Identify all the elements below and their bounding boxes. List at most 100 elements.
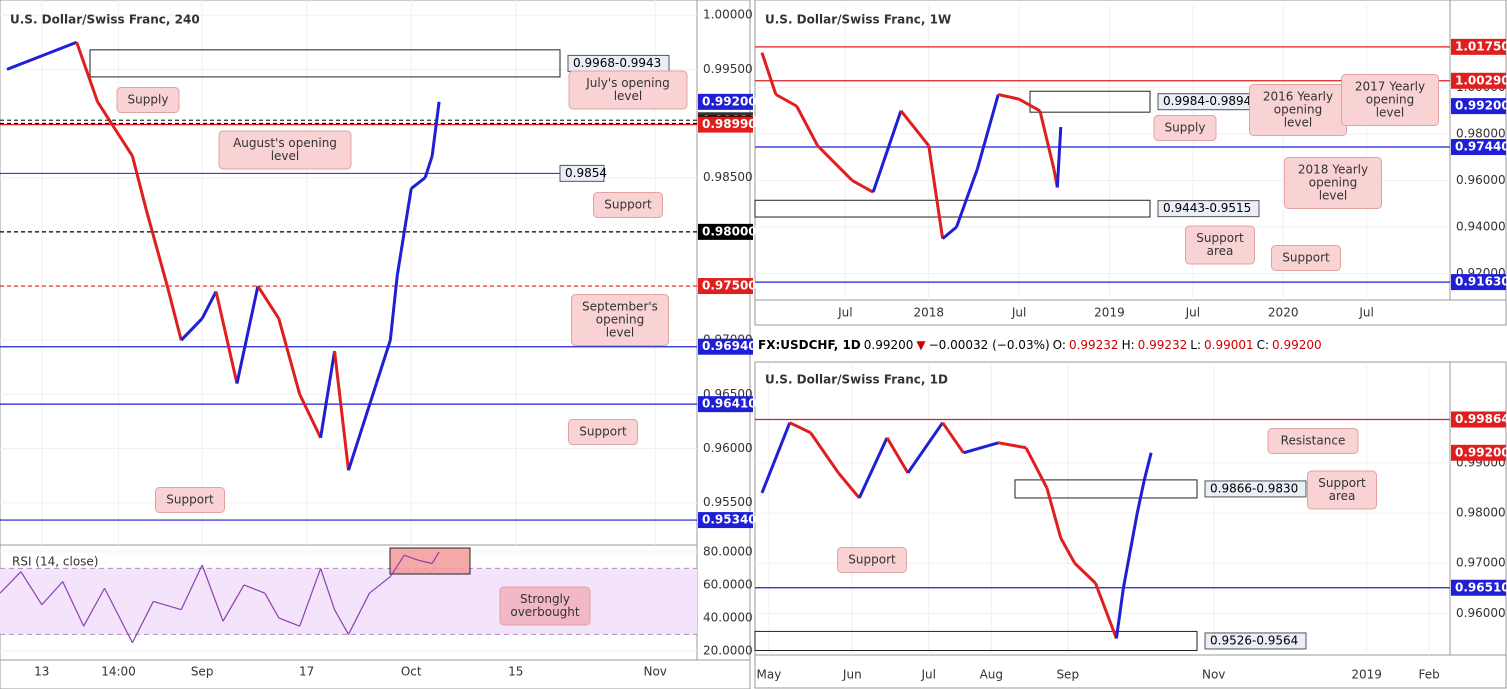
candle-segment: [214, 291, 239, 384]
x-tick-label: Jul: [1011, 306, 1026, 320]
annotation-box: [155, 487, 225, 513]
x-tick-label: 2019: [1094, 306, 1125, 320]
chart-title: RSI (14, close): [12, 555, 98, 569]
candle-segment: [130, 155, 148, 211]
header-part: ▼: [916, 338, 926, 352]
candle-segment: [1135, 480, 1146, 514]
zone-tag: [1204, 480, 1307, 498]
header-part: L:: [1190, 338, 1201, 352]
x-tick-label: 14:00: [101, 665, 136, 679]
candle-segment: [180, 317, 204, 342]
price-tag: [1451, 579, 1506, 596]
annotation-text: Support: [1318, 476, 1366, 490]
candle-segment: [423, 155, 434, 179]
annotation-box: [568, 70, 688, 110]
annotation-text: September's: [582, 300, 658, 314]
rsi-line: [320, 568, 336, 610]
candle-segment: [816, 144, 854, 182]
candle-segment: [1045, 487, 1063, 539]
x-tick-label: 15: [508, 665, 523, 679]
x-tick-label: Jul: [1185, 306, 1200, 320]
price-tag: [1451, 139, 1506, 156]
zone-label: 0.9526-0.9564: [1210, 633, 1298, 647]
x-tick-label: Nov: [643, 665, 666, 679]
price-tag-label: 0.99200: [1455, 445, 1507, 459]
price-tag-label: 1.00290: [1455, 73, 1507, 87]
level-tag: [559, 164, 605, 182]
annotation-text: 2018 Yearly: [1298, 163, 1368, 177]
rsi-line: [418, 559, 433, 565]
candle-segment: [906, 421, 944, 474]
annotation-text: level: [271, 149, 300, 163]
candle-segment: [361, 383, 378, 428]
zone-tag: [1204, 632, 1307, 650]
rsi-line: [389, 554, 405, 578]
candle-segment: [1121, 512, 1139, 589]
candle-segment: [256, 285, 281, 320]
price-tag: [698, 223, 753, 240]
zone-label: 0.9443-0.9515: [1163, 201, 1251, 215]
annotation-text: Supply: [1165, 121, 1206, 135]
annotation-text: level: [1319, 189, 1348, 203]
candle-segment: [388, 275, 399, 341]
price-tag-label: 0.99200: [1455, 99, 1507, 113]
price-tag: [1451, 98, 1506, 115]
chart-title: U.S. Dollar/Swiss Franc, 1D: [765, 373, 948, 387]
header-part: C:: [1256, 338, 1270, 352]
price-tag: [698, 93, 753, 110]
level-label: 0.9854: [565, 166, 607, 180]
rsi-line: [201, 564, 224, 622]
x-tick-label: Feb: [1419, 668, 1440, 682]
candle-segment: [997, 93, 1020, 101]
candle-segment: [333, 350, 350, 471]
candle-segment: [809, 431, 840, 474]
rsi-line: [0, 571, 22, 594]
rsi-line: [180, 564, 203, 610]
annotation-box: [218, 130, 352, 170]
annotation-text: opening: [596, 313, 645, 327]
rsi-line: [222, 584, 245, 622]
annotation-text: Supply: [128, 93, 169, 107]
chart-title: U.S. Dollar/Swiss Franc, 240: [10, 13, 200, 27]
annotation-text: opening: [1366, 93, 1415, 107]
rsi-line: [243, 584, 266, 594]
annotation-box: [568, 419, 638, 445]
candle-segment: [1018, 97, 1041, 113]
annotation-text: Support: [579, 425, 627, 439]
annotation-box: [1284, 157, 1382, 209]
annotation-text: Support: [848, 553, 896, 567]
rsi-line: [41, 581, 64, 606]
annotation-text: July's opening: [585, 76, 669, 90]
rsi-line: [404, 554, 419, 561]
rsi-line: [334, 609, 350, 635]
annotation-text: Support: [1282, 251, 1330, 265]
candle-segment: [410, 176, 427, 190]
annotation-box: [1307, 470, 1377, 510]
annotation-text: Support: [1196, 231, 1244, 245]
y-tick-label: 0.98000: [1456, 127, 1506, 141]
candle-segment: [1024, 447, 1049, 489]
annotation-text: area: [1207, 244, 1234, 258]
x-tick-label: Jul: [921, 668, 936, 682]
candle-segment: [837, 471, 861, 499]
header-part: 0.99200: [863, 338, 914, 352]
price-tag: [1451, 444, 1506, 461]
y-tick-label: 0.95500: [703, 495, 753, 509]
candle-segment: [96, 101, 134, 157]
header-part: 0.99001: [1204, 338, 1254, 352]
rsi-line: [153, 600, 182, 611]
annotation-box: [1341, 74, 1439, 126]
annotation-text: opening: [1309, 176, 1358, 190]
zone: [754, 199, 1151, 218]
price-tag-label: 0.99200: [702, 94, 757, 108]
candle-segment: [963, 441, 999, 455]
candle-segment: [144, 209, 169, 287]
annotation-text: Support: [604, 198, 652, 212]
price-tag: [698, 396, 753, 413]
header-part: FX:USDCHF, 1D: [758, 338, 861, 352]
price-tag: [698, 512, 753, 529]
price-tag-label: 0.97500: [702, 279, 757, 293]
x-tick-label: Jul: [837, 306, 852, 320]
annotation-box: [1153, 115, 1217, 141]
rsi-line: [431, 551, 440, 564]
